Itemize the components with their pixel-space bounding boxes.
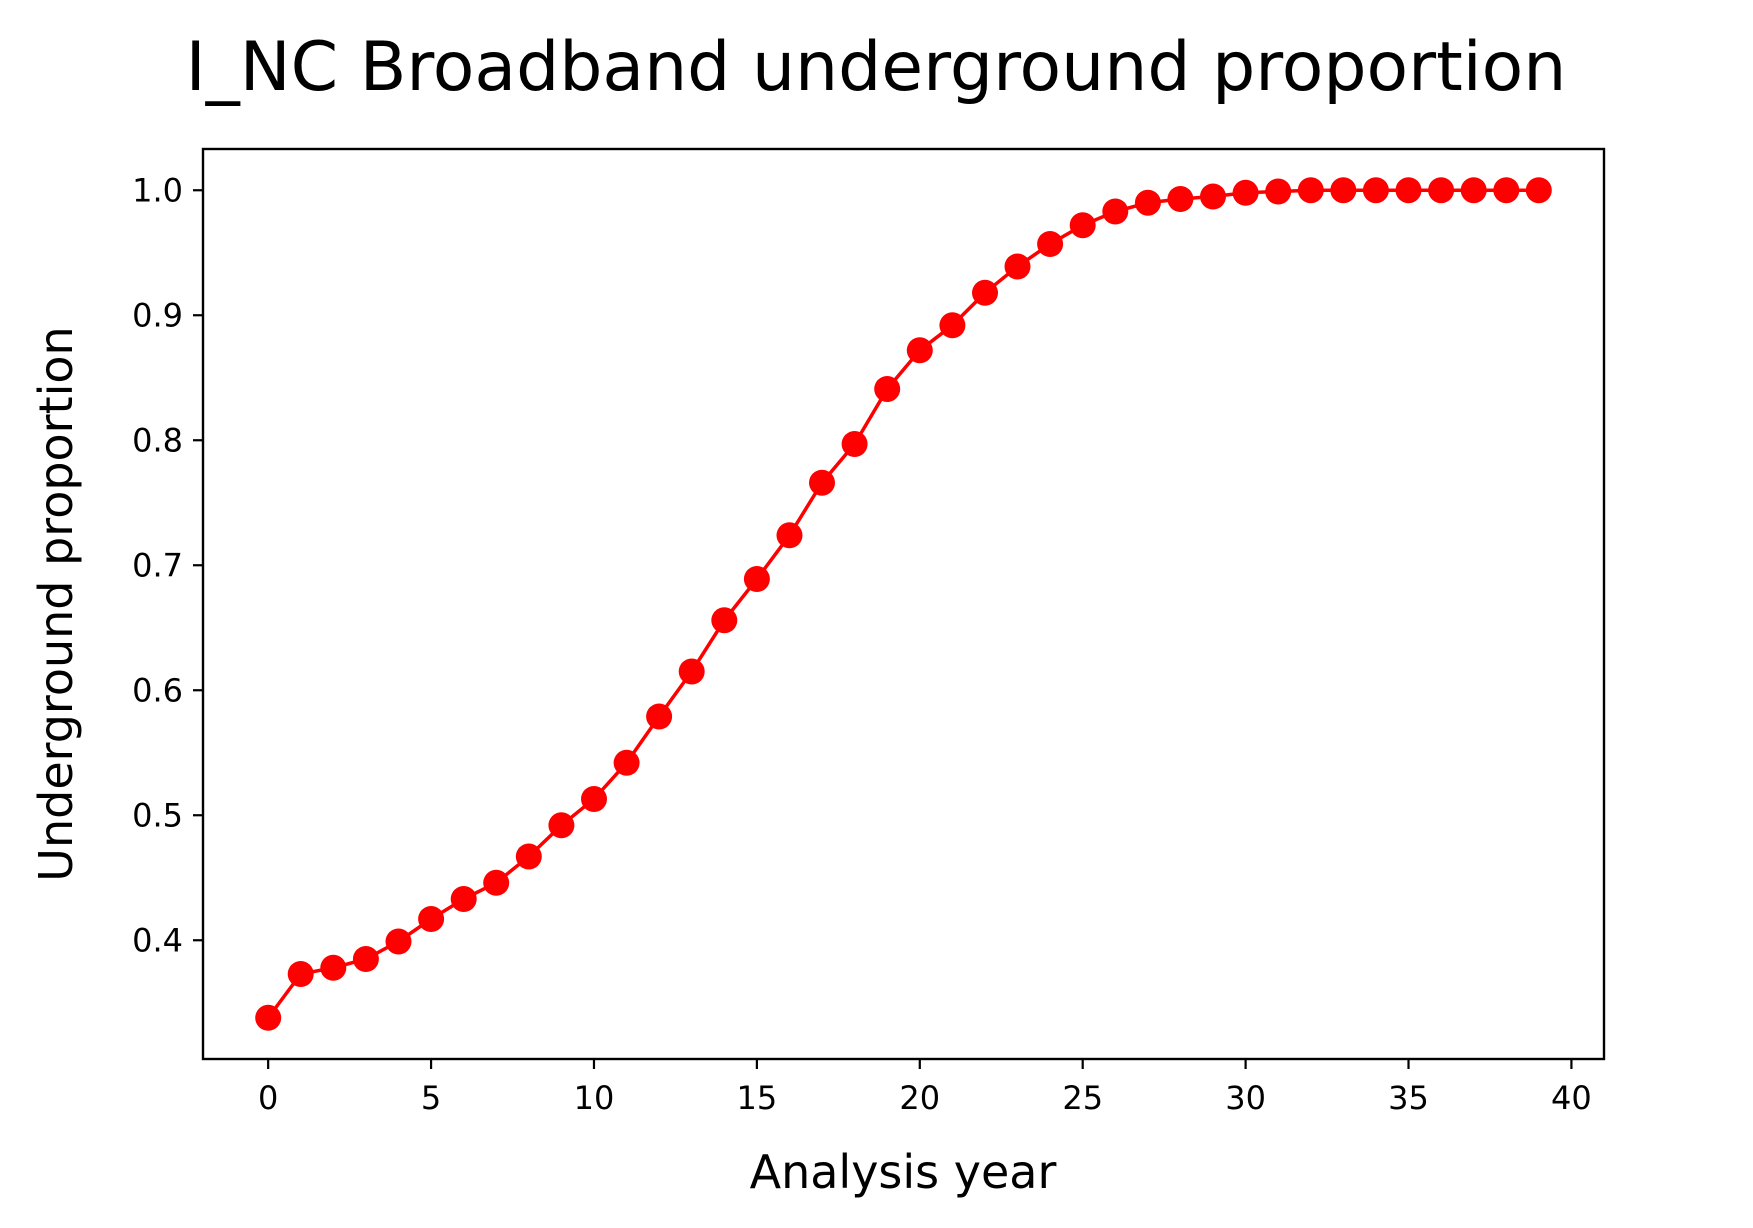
data-point xyxy=(1265,178,1292,205)
data-point xyxy=(841,431,868,457)
y-tick-label: 1.0 xyxy=(132,171,183,209)
chart-title: I_NC Broadband underground proportion xyxy=(186,28,1567,107)
y-tick-label: 0.9 xyxy=(132,296,183,334)
data-point xyxy=(1297,177,1324,204)
data-point xyxy=(1102,198,1129,225)
data-point xyxy=(1330,177,1357,204)
data-point xyxy=(320,954,347,981)
data-point xyxy=(646,703,673,730)
data-point xyxy=(385,928,412,955)
data-point xyxy=(776,522,803,549)
data-point xyxy=(906,337,933,364)
data-point xyxy=(1167,186,1194,212)
data-point xyxy=(1428,177,1455,204)
series-line xyxy=(266,188,1539,1019)
y-tick-label: 0.8 xyxy=(132,421,183,459)
x-tick-label: 5 xyxy=(421,1079,441,1117)
data-point xyxy=(1004,253,1031,280)
x-tick-label: 10 xyxy=(574,1079,615,1117)
y-axis-label: Underground proportion xyxy=(29,326,83,881)
series-markers xyxy=(255,177,1552,1031)
data-point xyxy=(678,658,705,685)
data-point xyxy=(483,869,510,896)
data-point xyxy=(939,312,966,339)
data-point xyxy=(548,812,575,839)
data-point xyxy=(1493,177,1520,204)
data-point xyxy=(809,469,835,496)
data-point xyxy=(255,1004,282,1031)
data-point xyxy=(711,607,738,634)
y-tick-label: 0.7 xyxy=(132,546,183,584)
x-tick-label: 35 xyxy=(1388,1079,1429,1117)
data-point xyxy=(352,946,379,972)
x-tick-label: 30 xyxy=(1225,1079,1266,1117)
data-point xyxy=(1525,177,1552,204)
data-point xyxy=(581,786,607,812)
data-point xyxy=(287,961,314,987)
x-tick-label: 15 xyxy=(737,1079,778,1117)
data-point xyxy=(418,906,445,932)
data-point xyxy=(1362,177,1389,204)
x-tick-label: 20 xyxy=(899,1079,940,1117)
x-axis-label: Analysis year xyxy=(750,1145,1057,1199)
x-tick-label: 40 xyxy=(1551,1079,1592,1117)
data-point xyxy=(874,376,901,402)
plot-area-frame xyxy=(201,147,1606,1061)
data-point xyxy=(1232,179,1259,206)
data-point xyxy=(1200,183,1226,210)
data-point xyxy=(743,566,770,592)
data-point xyxy=(972,279,998,306)
data-point xyxy=(515,843,542,870)
x-axis: 0 5 10 15 20 25 30 35 40 xyxy=(258,1059,1592,1117)
y-tick-label: 0.6 xyxy=(132,671,183,709)
data-point xyxy=(1460,177,1487,204)
data-point xyxy=(1395,177,1422,204)
data-point xyxy=(450,886,477,912)
y-tick-label: 0.4 xyxy=(132,921,183,959)
data-point xyxy=(1069,212,1096,239)
y-axis: 0.4 0.5 0.6 0.7 0.8 0.9 1.0 xyxy=(132,171,203,959)
x-tick-label: 0 xyxy=(258,1079,278,1117)
data-point xyxy=(1134,189,1161,216)
y-tick-label: 0.5 xyxy=(132,796,183,834)
x-tick-label: 25 xyxy=(1062,1079,1103,1117)
data-point xyxy=(613,749,640,776)
data-point xyxy=(1037,231,1064,257)
